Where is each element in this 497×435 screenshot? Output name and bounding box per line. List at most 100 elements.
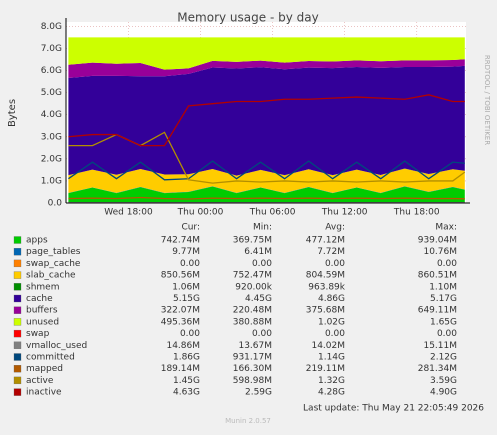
- legend-stat: 5.15G: [173, 294, 200, 304]
- legend-stat: 7.72M: [317, 247, 345, 257]
- legend-stat: 1.02G: [318, 317, 345, 327]
- legend-stat: 2.59G: [245, 388, 272, 398]
- legend-stat: 2.12G: [430, 353, 457, 363]
- y-tick-label: 4.0G: [41, 110, 62, 120]
- legend-label: active: [26, 376, 54, 386]
- legend-stat: 0.00: [180, 259, 200, 269]
- legend-swatch: [13, 248, 22, 256]
- legend-stat: 1.86G: [173, 353, 200, 363]
- y-axis-label: Bytes: [7, 99, 18, 127]
- legend-swatch: [13, 376, 22, 385]
- legend-stat: 375.68M: [306, 306, 345, 316]
- legend-stat: 10.76M: [423, 247, 457, 257]
- legend-swatch: [13, 306, 22, 314]
- y-tick-label: 1.0G: [41, 176, 62, 186]
- legend-stat: 1.45G: [173, 376, 200, 386]
- line: [68, 196, 465, 200]
- legend-swatch: [13, 283, 22, 291]
- y-tick-label: 0.0: [48, 199, 63, 209]
- stat-header: Avg:: [325, 223, 345, 233]
- legend-stat: 1.14G: [318, 353, 345, 363]
- legend-stat: 3.59G: [430, 376, 457, 386]
- legend: Cur: Min: Avg: Max: apps 742.74M 369.75M 477.12…: [13, 223, 457, 398]
- legend-stat: 0.00: [325, 259, 345, 269]
- legend-label: buffers: [26, 306, 58, 316]
- legend-stat: 369.75M: [233, 236, 272, 246]
- legend-stat: 0.00: [180, 329, 200, 339]
- legend-stat: 219.11M: [306, 364, 345, 374]
- legend-stat: 931.17M: [233, 353, 272, 363]
- area: [68, 37, 465, 70]
- legend-label: committed: [26, 353, 75, 363]
- legend-stat: 0.00: [252, 329, 272, 339]
- legend-swatch: [13, 259, 22, 268]
- area: [68, 65, 465, 176]
- legend-stat: 220.48M: [233, 306, 272, 316]
- legend-stat: 14.86M: [166, 341, 200, 351]
- legend-swatch: [13, 271, 22, 279]
- legend-stat: 4.45G: [245, 294, 272, 304]
- y-tick-label: 8.0G: [41, 22, 62, 32]
- legend-stat: 4.86G: [318, 294, 345, 304]
- legend-stat: 0.00: [252, 259, 272, 269]
- areas: [68, 37, 465, 203]
- stat-header: Max:: [435, 223, 457, 233]
- legend-swatch: [13, 329, 22, 338]
- legend-stat: 477.12M: [306, 236, 345, 246]
- legend-stat: 860.51M: [418, 271, 457, 281]
- legend-stat: 920.00k: [235, 282, 272, 292]
- legend-stat: 963.89k: [308, 282, 345, 292]
- stat-header: Cur:: [181, 223, 200, 233]
- legend-label: page_tables: [26, 247, 81, 257]
- legend-stat: 9.77M: [172, 247, 200, 257]
- legend-label: cache: [26, 294, 53, 304]
- y-tick-label: 3.0G: [41, 132, 62, 142]
- x-tick-label: Wed 18:00: [104, 208, 153, 218]
- legend-stat: 4.63G: [173, 388, 200, 398]
- legend-stat: 1.10M: [429, 282, 457, 292]
- legend-stat: 1.06M: [172, 282, 200, 292]
- legend-stat: 4.90G: [430, 388, 457, 398]
- footer: Munin 2.0.57: [225, 417, 271, 425]
- y-tick-label: 6.0G: [41, 66, 62, 76]
- legend-label: slab_cache: [26, 271, 76, 281]
- legend-stat: 13.67M: [238, 341, 272, 351]
- chart-title: Memory usage - by day: [177, 11, 318, 25]
- legend-label: vmalloc_used: [26, 341, 87, 351]
- legend-stat: 939.04M: [418, 236, 457, 246]
- legend-stat: 0.00: [437, 259, 457, 269]
- legend-label: mapped: [26, 364, 63, 374]
- legend-label: shmem: [26, 282, 59, 292]
- line: [68, 160, 465, 181]
- legend-stat: 0.00: [325, 329, 345, 339]
- legend-stat: 752.47M: [233, 271, 272, 281]
- legend-stat: 189.14M: [161, 364, 200, 374]
- legend-stat: 804.59M: [306, 271, 345, 281]
- area: [68, 59, 465, 79]
- legend-swatch: [13, 236, 22, 244]
- legend-stat: 281.34M: [418, 364, 457, 374]
- y-tick-label: 5.0G: [41, 88, 62, 98]
- side-note: RRDTOOL / TOBI OETIKER: [483, 55, 491, 145]
- area: [68, 168, 465, 193]
- line: [68, 94, 465, 147]
- legend-stat: 742.74M: [161, 236, 200, 246]
- y-tick-label: 7.0G: [41, 44, 62, 54]
- legend-label: unused: [26, 317, 59, 327]
- last-update: Last update: Thu May 21 22:05:49 2026: [303, 404, 484, 414]
- legend-label: apps: [26, 236, 48, 246]
- legend-stat: 598.98M: [233, 376, 272, 386]
- legend-label: inactive: [26, 388, 62, 398]
- legend-stat: 850.56M: [161, 271, 200, 281]
- legend-stat: 166.30M: [233, 364, 272, 374]
- legend-label: swap: [26, 329, 50, 339]
- x-tick-label: Thu 18:00: [393, 208, 440, 218]
- legend-stat: 1.32G: [318, 376, 345, 386]
- legend-stat: 5.17G: [430, 294, 457, 304]
- legend-swatch: [13, 388, 22, 396]
- legend-swatch: [13, 365, 22, 373]
- legend-stat: 14.02M: [311, 341, 345, 351]
- legend-stat: 1.65G: [430, 317, 457, 327]
